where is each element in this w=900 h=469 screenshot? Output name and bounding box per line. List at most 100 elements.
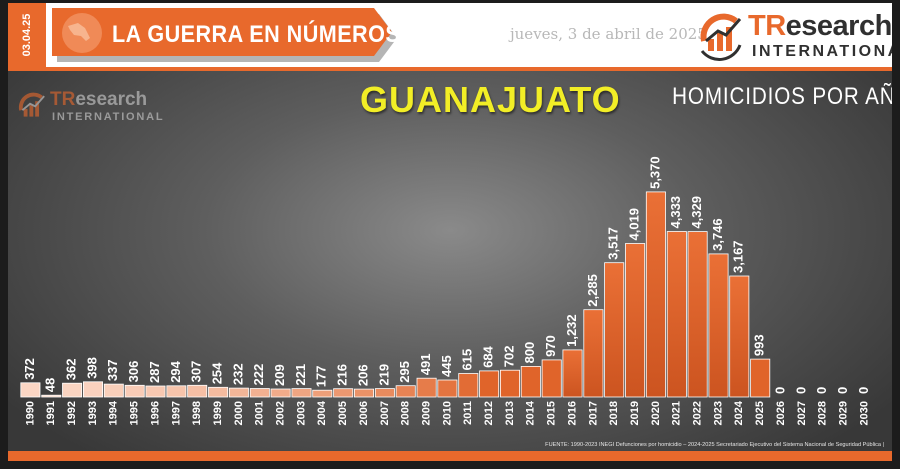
year-tick-2011: 2011 [462,401,474,425]
value-label-1991: 48 [43,378,58,392]
year-tick-2008: 2008 [400,401,412,425]
value-label-2010: 445 [439,355,454,377]
date-text: jueves, 3 de abril de 2025 [510,25,707,43]
value-label-2024: 3,167 [731,240,746,273]
bar-2019 [625,243,646,398]
source-note: FUENTE: 1990-2023 INEGI Defunciones por … [545,442,884,448]
value-label-2002: 209 [272,364,287,386]
year-tick-2014: 2014 [525,400,537,425]
value-label-2013: 702 [501,345,516,367]
bar-2021 [666,231,687,398]
value-label-2019: 4,019 [627,208,642,241]
year-tick-2002: 2002 [275,401,287,425]
value-label-2004: 177 [314,365,329,387]
bar-2013 [499,369,520,398]
value-label-2016: 1,232 [564,314,579,347]
bar-1994 [103,383,124,398]
bar-2014 [520,365,541,398]
value-label-2030: 0 [856,387,871,394]
bar-2010 [437,379,458,398]
year-tick-1999: 1999 [212,401,224,425]
value-label-2012: 684 [481,345,496,367]
bar-2007 [374,388,395,398]
footer-band [8,451,892,461]
bar-2023 [708,253,729,398]
bar-2015 [541,359,562,398]
year-tick-2003: 2003 [295,401,307,425]
logo-subtitle: INTERNATIONAL [752,43,892,60]
banner-arrow-shape [52,8,397,62]
tresearch-logo: TResearch INTERNATIONAL [696,9,892,63]
value-label-1992: 362 [64,358,79,380]
year-tick-2020: 2020 [650,401,662,425]
year-tick-2022: 2022 [692,401,704,425]
value-label-1997: 294 [168,360,183,382]
year-tick-1996: 1996 [149,401,161,425]
value-label-2014: 800 [522,342,537,364]
bar-2012 [479,370,500,398]
year-tick-2012: 2012 [483,401,495,425]
watermark-logo-subtitle: INTERNATIONAL [52,111,165,123]
value-label-2023: 3,746 [710,218,725,251]
year-tick-1990: 1990 [24,401,36,425]
year-tick-1992: 1992 [66,401,78,425]
bar-2024 [729,275,750,398]
year-tick-2027: 2027 [796,401,808,425]
year-tick-2028: 2028 [817,401,829,425]
value-label-2001: 222 [251,364,266,386]
watermark-logo-name: TResearch [50,89,148,110]
bar-1995 [124,384,145,398]
bar-2003 [291,388,312,398]
value-label-2021: 4,333 [668,196,683,229]
logo-name: TResearch [748,10,892,42]
bar-2002 [270,388,291,398]
year-tick-2029: 2029 [838,401,850,425]
date-tab-text: 03.04.25 [21,13,33,57]
value-label-1995: 306 [126,361,141,383]
bar-2005 [333,388,354,398]
value-label-2000: 232 [230,363,245,385]
value-label-2025: 993 [752,334,767,356]
bar-2009 [416,377,437,398]
value-label-1999: 254 [210,362,225,384]
value-label-2020: 5,370 [647,156,662,189]
value-label-2027: 0 [793,387,808,394]
year-tick-2030: 2030 [858,401,870,425]
bar-chart: 372 48 362 398 337 306 287 294 307 254 232 222 209 22… [20,156,884,448]
year-tick-1998: 1998 [191,401,203,425]
year-tick-2005: 2005 [337,401,349,425]
value-label-2008: 295 [397,361,412,383]
year-tick-2018: 2018 [608,401,620,425]
year-tick-2021: 2021 [671,401,683,425]
bar-2020 [645,191,666,398]
bar-2008 [395,385,416,398]
value-label-2007: 219 [376,364,391,386]
date-tab: 03.04.25 [8,3,46,67]
bar-1990 [20,382,41,398]
year-tick-1995: 1995 [129,401,141,425]
year-tick-2000: 2000 [233,401,245,425]
value-label-2011: 615 [460,349,475,371]
bar-1993 [83,381,104,398]
value-label-2006: 206 [355,364,370,386]
bar-1998 [187,384,208,398]
bar-1999 [208,386,229,398]
year-tick-2010: 2010 [441,401,453,425]
year-tick-1997: 1997 [170,401,182,425]
value-label-1994: 337 [105,359,120,381]
bar-2018 [604,262,625,398]
bar-1991 [41,394,62,398]
banner-title: LA GUERRA EN NÚMEROS [112,21,401,48]
year-tick-2026: 2026 [775,401,787,425]
header-divider [8,67,892,71]
year-tick-2015: 2015 [546,401,558,425]
value-label-2018: 3,517 [606,227,621,260]
value-label-2017: 2,285 [585,274,600,307]
year-tick-2023: 2023 [712,401,724,425]
chart-subtitle: HOMICIDIOS POR AÑO [672,83,892,110]
watermark-logo: TResearch INTERNATIONAL [16,89,163,129]
bar-1996 [145,385,166,398]
logo-swirl-icon [700,13,742,61]
bar-2016 [562,349,583,398]
bar-2000 [228,387,249,398]
